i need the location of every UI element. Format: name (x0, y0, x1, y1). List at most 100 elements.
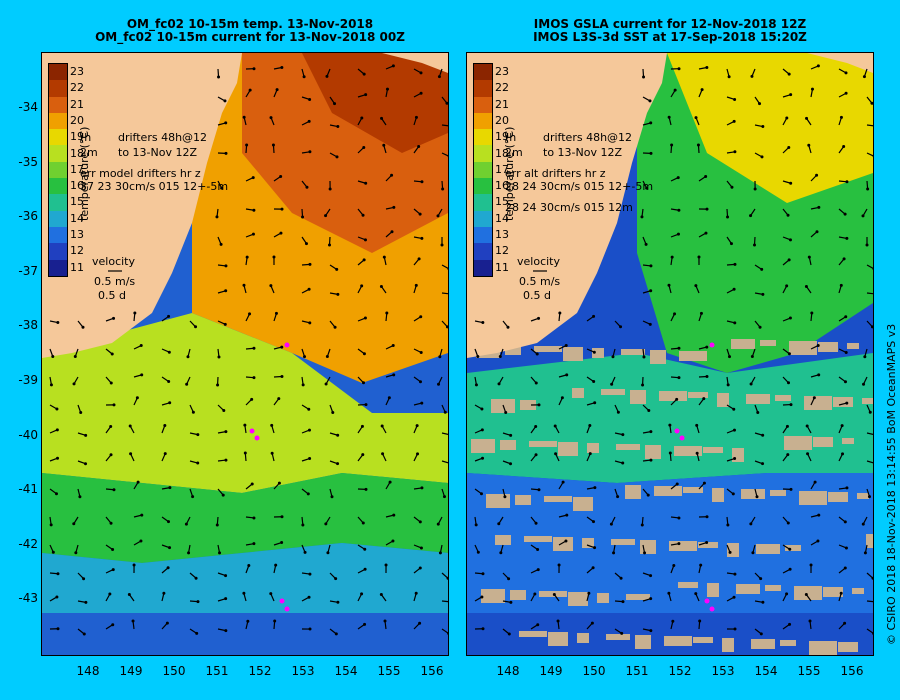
current-vector-head (416, 452, 420, 456)
current-vector-head (361, 381, 365, 385)
current-vector-head (673, 312, 677, 316)
current-vector-head (325, 74, 329, 78)
current-vector-head (248, 312, 252, 316)
current-vector-head (694, 116, 698, 120)
drifter-marker (279, 598, 285, 604)
current-vector-head (749, 214, 753, 218)
left-legend-drifters: drifters 48h@12 (118, 131, 208, 144)
current-vector-head (325, 355, 329, 359)
colorbar-swatch (49, 161, 67, 179)
current-vector-head (437, 75, 441, 79)
longitude-tick: 152 (248, 664, 272, 678)
current-vector-head (280, 541, 284, 545)
current-vector-head (219, 242, 223, 246)
current-vector-head (324, 522, 328, 526)
current-vector-head (162, 591, 166, 595)
current-vector-head (271, 143, 275, 147)
current-vector-head (333, 102, 337, 106)
current-vector-head (243, 451, 247, 455)
current-vector-head (670, 255, 674, 259)
cloud-mask (775, 395, 791, 401)
current-vector-head (673, 88, 677, 92)
current-vector-head (621, 600, 625, 604)
colorbar-label: 19 (70, 130, 84, 144)
latitude-tick: -36 (18, 209, 38, 224)
colorbar-label: 21 (70, 97, 84, 111)
left-colorbar (48, 63, 68, 277)
current-vector-head (381, 452, 385, 456)
current-vector-head (808, 619, 812, 623)
coastline-land (807, 53, 873, 73)
current-vector-head (865, 243, 869, 247)
current-vector-head (646, 493, 650, 497)
current-vector-head (649, 264, 653, 268)
current-vector-head (619, 576, 623, 580)
colorbar-label: 12 (495, 244, 509, 258)
current-vector-head (588, 424, 592, 428)
current-vector-head (414, 115, 418, 119)
current-vector-head (868, 410, 872, 414)
cloud-mask (471, 439, 495, 453)
current-vector-head (805, 424, 809, 428)
right-title-line2: IMOS L3S-3d SST at 17-Sep-2018 15:20Z (533, 30, 807, 44)
current-vector-head (248, 88, 252, 92)
current-vector-head (843, 621, 847, 625)
current-vector-head (109, 425, 113, 429)
current-vector-head (810, 311, 814, 315)
current-vector-head (760, 155, 764, 159)
current-vector-head (442, 495, 446, 499)
longitude-tick: 150 (162, 664, 186, 678)
colorbar-label: 11 (495, 260, 509, 274)
right-title: IMOS GSLA current for 12-Nov-2018 12Z IM… (480, 18, 860, 44)
current-vector-head (786, 453, 790, 457)
current-vector-head (534, 425, 538, 429)
current-vector-head (537, 488, 541, 492)
current-vector-head (223, 99, 227, 103)
current-vector-head (167, 379, 171, 383)
cloud-mask (519, 631, 547, 637)
current-vector-head (729, 242, 733, 246)
current-vector-head (647, 409, 651, 413)
current-vector-head (136, 480, 140, 484)
colorbar-label: 17 (495, 162, 509, 176)
latitude-tick: -40 (18, 427, 38, 442)
current-vector-head (534, 381, 538, 385)
cloud-mask (866, 534, 873, 548)
longitude-tick: 149 (539, 664, 563, 678)
cloud-mask (659, 391, 687, 401)
cloud-mask (635, 635, 651, 649)
left-map-canvas (42, 53, 448, 655)
current-vector-head (560, 396, 564, 400)
current-vector-head (224, 151, 228, 155)
cloud-mask (770, 490, 786, 496)
colorbar-label: 15 (70, 195, 84, 209)
current-vector-head (308, 572, 312, 576)
current-vector-head (277, 481, 281, 485)
cloud-mask (741, 489, 765, 499)
current-vector-head (844, 315, 848, 319)
current-vector-head (728, 550, 732, 554)
current-vector-head (112, 316, 116, 320)
current-vector-head (695, 451, 699, 455)
current-vector-head (385, 311, 389, 315)
current-vector-head (224, 458, 228, 462)
current-vector (866, 432, 873, 435)
current-vector-head (537, 403, 541, 407)
current-vector-head (419, 350, 423, 354)
current-vector-head (759, 577, 763, 581)
current-vector-head (56, 572, 60, 576)
current-vector-head (127, 592, 131, 596)
right-colorbar (473, 63, 493, 277)
current-vector-head (306, 492, 310, 496)
cloud-mask (650, 350, 666, 364)
current-vector-head (82, 632, 86, 636)
current-vector-head (787, 72, 791, 76)
right-legend-to: to 13-Nov 12Z (543, 146, 623, 159)
colorbar-swatch (474, 96, 492, 113)
current-vector-head (331, 411, 335, 415)
current-vector-head (364, 487, 368, 491)
current-vector-head (761, 125, 765, 129)
cloud-mask (582, 538, 594, 548)
cloud-mask (736, 584, 760, 594)
current-vector-head (128, 424, 132, 428)
